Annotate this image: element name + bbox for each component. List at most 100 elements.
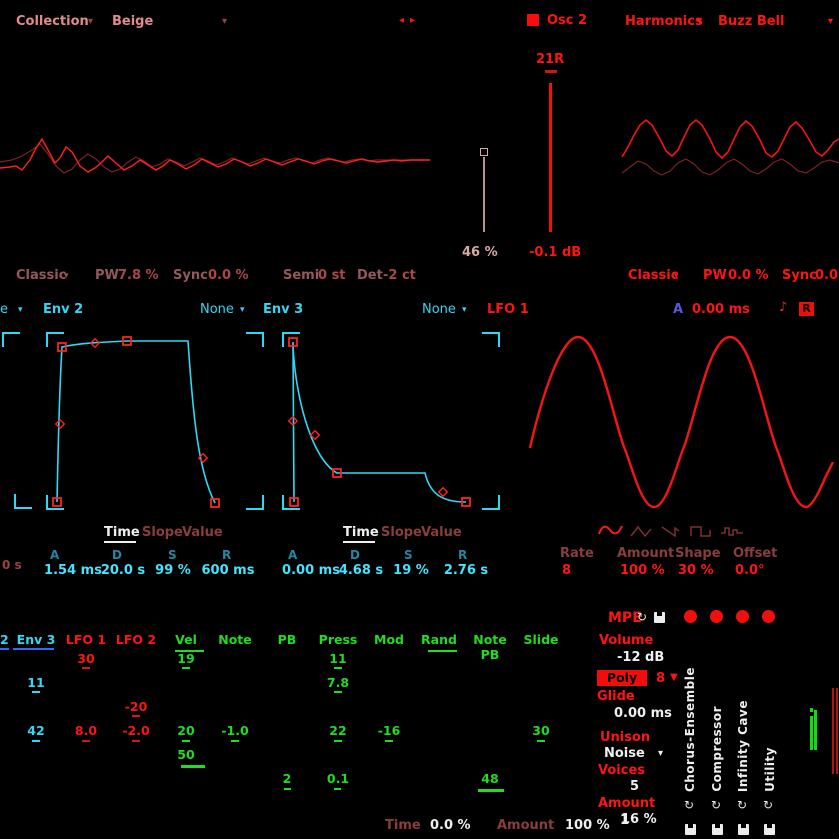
env3-point-start[interactable] [289,497,299,507]
env3-r-value[interactable]: 2.76 s [443,563,489,578]
sync-value-left[interactable]: 0.0 % [208,268,249,283]
env2-s-value[interactable]: 99 % [155,563,191,578]
tab-lfo1[interactable]: LFO 1 [487,302,529,317]
mod-col-pb[interactable]: PB [277,632,297,647]
lfo-shape-value[interactable]: 30 % [678,563,714,578]
tempo-note-icon[interactable]: ♪ [779,300,788,315]
mod-cell[interactable]: 11 [27,675,45,690]
unison-amount-value[interactable]: 16 % [621,812,657,827]
mod-cell[interactable]: 8.0 [74,723,98,738]
env3-handle-release[interactable] [437,486,449,498]
prev-preset-button[interactable]: ◂ [399,15,405,26]
lfo-retrigger-button[interactable]: R [799,302,814,316]
glide-value[interactable]: 0.00 ms [614,706,672,721]
fx-refresh-icon[interactable]: ↻ [737,798,748,812]
mod-col-rand[interactable]: Rand [421,632,457,647]
env3-point-release[interactable] [461,497,471,507]
semi-value[interactable]: 0 st [318,268,346,283]
pw-value-right[interactable]: 0.0 % [728,268,769,283]
mod-cell[interactable]: 11 [329,651,347,666]
macro-dot-3[interactable] [736,610,749,623]
lfo-fade-value[interactable]: 0.00 ms [692,302,750,317]
mod-col-lfo1[interactable]: LFO 1 [65,632,107,647]
mod-col-vel[interactable]: Vel [175,632,197,647]
mod-col-env2-partial[interactable]: 2 [0,632,9,647]
mod-cell[interactable]: 50 [177,747,195,762]
env2-point-attack[interactable] [57,342,67,352]
blend-fader-track[interactable] [483,157,485,232]
env3-tab-value[interactable]: Value [421,525,462,540]
mod-cell[interactable]: 42 [27,723,45,738]
env3-a-value[interactable]: 0.00 ms [282,563,340,578]
fx-refresh-icon[interactable]: ↻ [763,798,774,812]
env3-target-dropdown[interactable]: None [422,302,456,317]
env3-handle-attack[interactable] [287,415,299,427]
macro-dot-1[interactable] [684,610,697,623]
fx-amount-value[interactable]: 100 % [565,818,610,833]
tab-env3[interactable]: Env 3 [263,302,304,317]
mod-col-env3[interactable]: Env 3 [16,632,56,647]
osc-power-toggle[interactable] [527,14,539,26]
env3-d-value[interactable]: 4.68 s [338,563,384,578]
next-preset-button[interactable]: ▸ [410,15,416,26]
env2-target-dropdown[interactable]: None [200,302,234,317]
env2-tab-slope[interactable]: Slope [142,525,183,540]
scrollbar-track[interactable] [832,688,834,774]
env3-tab-slope[interactable]: Slope [381,525,422,540]
env2-display[interactable] [40,330,260,515]
level-fader[interactable] [549,83,552,232]
lfo-offset-value[interactable]: 0.0° [735,563,765,578]
fx-refresh-icon[interactable]: ↻ [684,798,695,812]
mod-cell[interactable]: 2 [282,771,292,786]
mod-col-lfo2[interactable]: LFO 2 [115,632,157,647]
env-left-partial-dropdown[interactable]: e [0,302,8,317]
lfo-shape-steps-icon[interactable] [720,525,746,538]
mpe-refresh-icon[interactable]: ↻ [637,610,648,624]
env2-r-value[interactable]: 600 ms [201,563,255,578]
unison-mode-dropdown[interactable]: Noise [604,746,645,761]
macro-dot-4[interactable] [762,610,775,623]
mod-cell[interactable]: -1.0 [221,723,249,738]
pw-value-left[interactable]: 7.8 % [118,268,159,283]
blend-fader-handle[interactable] [480,148,488,156]
macro-dot-2[interactable] [710,610,723,623]
mod-cell[interactable]: -16 [377,723,401,738]
env3-s-value[interactable]: 19 % [393,563,429,578]
fx-save-icon[interactable] [685,824,696,835]
voices-value[interactable]: 5 [630,779,640,794]
mod-cell[interactable]: 30 [532,723,550,738]
mod-col-press[interactable]: Press [318,632,358,647]
env2-tab-value[interactable]: Value [182,525,223,540]
osc-right-mode-dropdown[interactable]: Classic [628,268,679,283]
env2-d-value[interactable]: 20.0 s [100,563,146,578]
lfo1-display[interactable] [520,330,839,515]
mod-cell[interactable]: 48 [481,771,499,786]
mod-col-slide[interactable]: Slide [523,632,559,647]
lfo-shape-sine-icon[interactable] [598,523,624,538]
mod-cell[interactable]: 0.1 [326,771,350,786]
mod-cell[interactable]: 22 [329,723,347,738]
preset-dropdown[interactable]: Beige [112,14,154,29]
lfo-shape-saw-icon[interactable] [660,525,682,538]
mod-cell[interactable]: 30 [77,651,95,666]
env3-point-attack[interactable] [288,337,298,347]
volume-value[interactable]: -12 dB [617,650,665,665]
env3-point-sustain[interactable] [332,468,342,478]
mod-col-notepb[interactable]: Note PB [473,632,507,662]
fx-save-icon[interactable] [738,824,749,835]
mod-cell[interactable]: -20 [124,699,148,714]
lfo-shape-square-icon[interactable] [690,525,714,538]
spectral-mode-dropdown[interactable]: Harmonics [625,14,703,29]
mod-cell[interactable]: 7.8 [326,675,350,690]
lfo-amount-value[interactable]: 100 % [620,563,665,578]
osc-left-mode-dropdown[interactable]: Classic [16,268,67,283]
mpe-toggle[interactable]: MPE [608,610,642,626]
mpe-save-icon[interactable] [654,612,665,623]
fx-time-value[interactable]: 0.0 % [430,818,471,833]
env3-tab-time[interactable]: Time [343,525,379,540]
det-value[interactable]: -2 ct [383,268,416,283]
wavetable-dropdown[interactable]: Buzz Bell [718,14,785,29]
mod-cell[interactable]: 19 [177,651,195,666]
fx-save-icon[interactable] [712,824,723,835]
env2-handle-attack[interactable] [54,418,66,430]
